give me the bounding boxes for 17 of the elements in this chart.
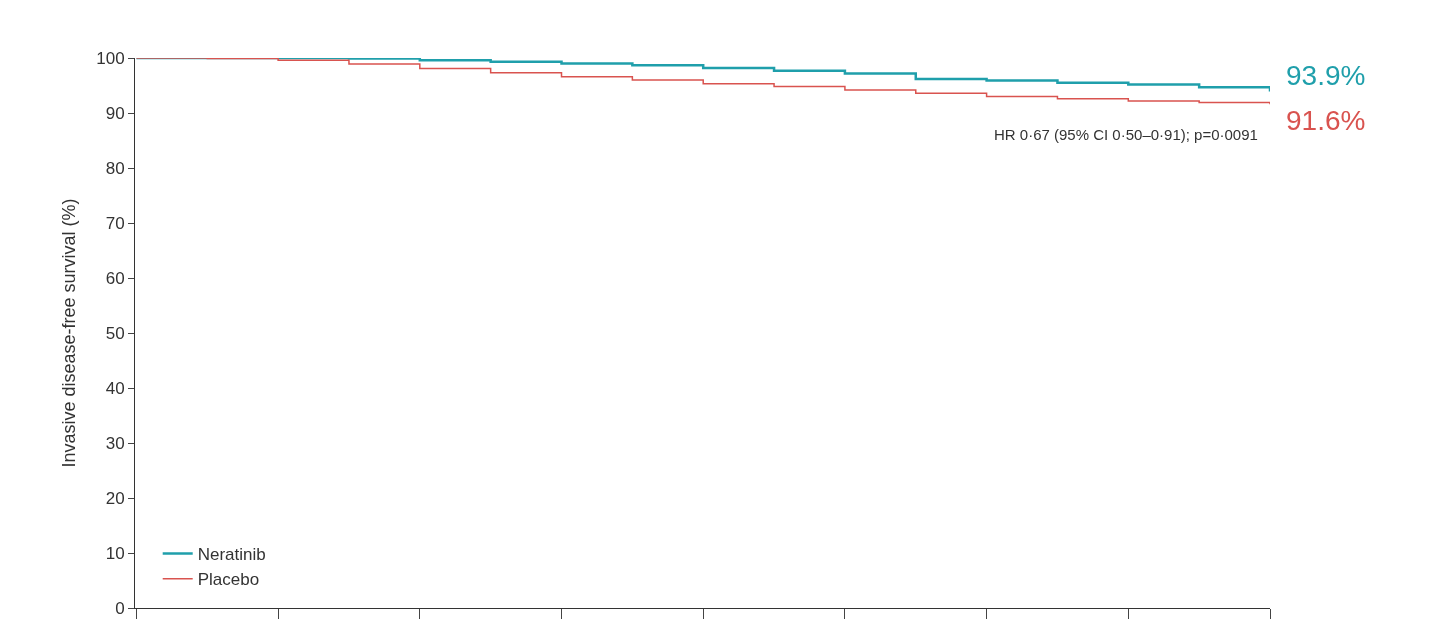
- y-tick-label: 100: [96, 48, 125, 68]
- annotation: HR 0·67 (95% CI 0·50–0·91); p=0·0091: [994, 126, 1258, 143]
- y-tick-label: 0: [115, 598, 125, 618]
- y-tick-label: 80: [105, 158, 125, 178]
- data-label: 93.9%: [1286, 60, 1366, 91]
- y-tick-label: 90: [105, 103, 125, 123]
- y-tick-label: 40: [105, 378, 125, 398]
- y-tick-label: 50: [105, 323, 125, 343]
- y-tick-label: 60: [105, 268, 125, 288]
- y-tick-label: 20: [105, 488, 125, 508]
- y-tick-label: 30: [105, 433, 125, 453]
- y-tick-label: 70: [105, 213, 125, 233]
- y-tick-label: 10: [105, 543, 125, 563]
- legend-label: Neratinib: [197, 545, 266, 565]
- data-label: 91.6%: [1286, 105, 1366, 136]
- y-axis-title: Invasive disease-free survival (%): [59, 198, 80, 468]
- legend-label: Placebo: [197, 570, 260, 590]
